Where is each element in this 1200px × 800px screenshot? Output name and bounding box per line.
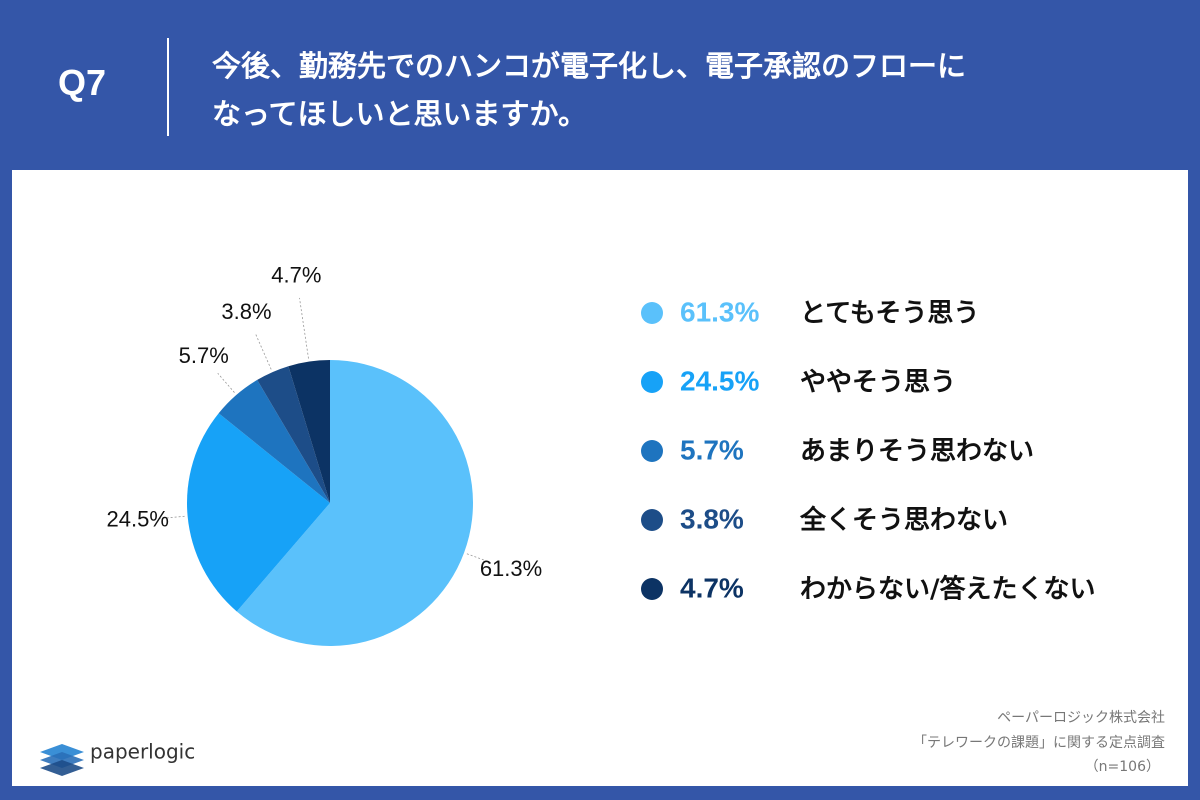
pie-slice: [257, 366, 330, 503]
slice-label: 24.5%: [107, 506, 169, 531]
legend-value: 5.7%: [680, 434, 744, 465]
legend-label: 全くそう思わない: [799, 505, 1008, 536]
legend-label: とてもそう思う: [800, 299, 979, 329]
slice-label: 3.8%: [221, 299, 271, 324]
pie-slice: [218, 379, 330, 503]
leader-line: [466, 553, 492, 564]
slice-label: 61.3%: [480, 556, 542, 581]
pie-slice: [288, 360, 330, 503]
legend-marker: [641, 302, 663, 324]
logo-icon: [40, 744, 84, 776]
footer-line: ペーパーロジック株式会社: [997, 710, 1165, 726]
leader-line: [299, 297, 309, 359]
slice-label: 5.7%: [179, 343, 229, 368]
legend-value: 24.5%: [680, 365, 759, 396]
pie-slice: [236, 360, 474, 646]
chart-title: 今後、勤務先でのハンコが電子化し、電子承認のフローに なってほしいと思いますか。: [212, 49, 967, 131]
pie-slice: [187, 413, 330, 612]
footer-line: 「テレワークの課題」に関する定点調査: [913, 735, 1165, 751]
legend-label: あまりそう思わない: [800, 437, 1034, 467]
leader-line: [159, 515, 185, 520]
brand: paperlogic: [90, 740, 195, 764]
footer-line: （n=106）: [1085, 759, 1160, 775]
legend-marker: [641, 578, 663, 600]
legend-value: 3.8%: [680, 503, 744, 534]
leader-line: [254, 332, 272, 370]
legend-label: わからない/答えたくない: [800, 574, 1096, 605]
slice-label: 4.7%: [271, 263, 321, 288]
legend-marker: [641, 509, 663, 531]
legend-value: 61.3%: [680, 296, 759, 327]
legend-label: ややそう思う: [800, 368, 956, 398]
separator: [167, 38, 169, 136]
leader-line: [217, 372, 235, 393]
legend-marker: [641, 440, 663, 462]
legend-marker: [641, 371, 663, 393]
legend-value: 4.7%: [680, 572, 744, 603]
question-number: Q7: [58, 62, 107, 103]
